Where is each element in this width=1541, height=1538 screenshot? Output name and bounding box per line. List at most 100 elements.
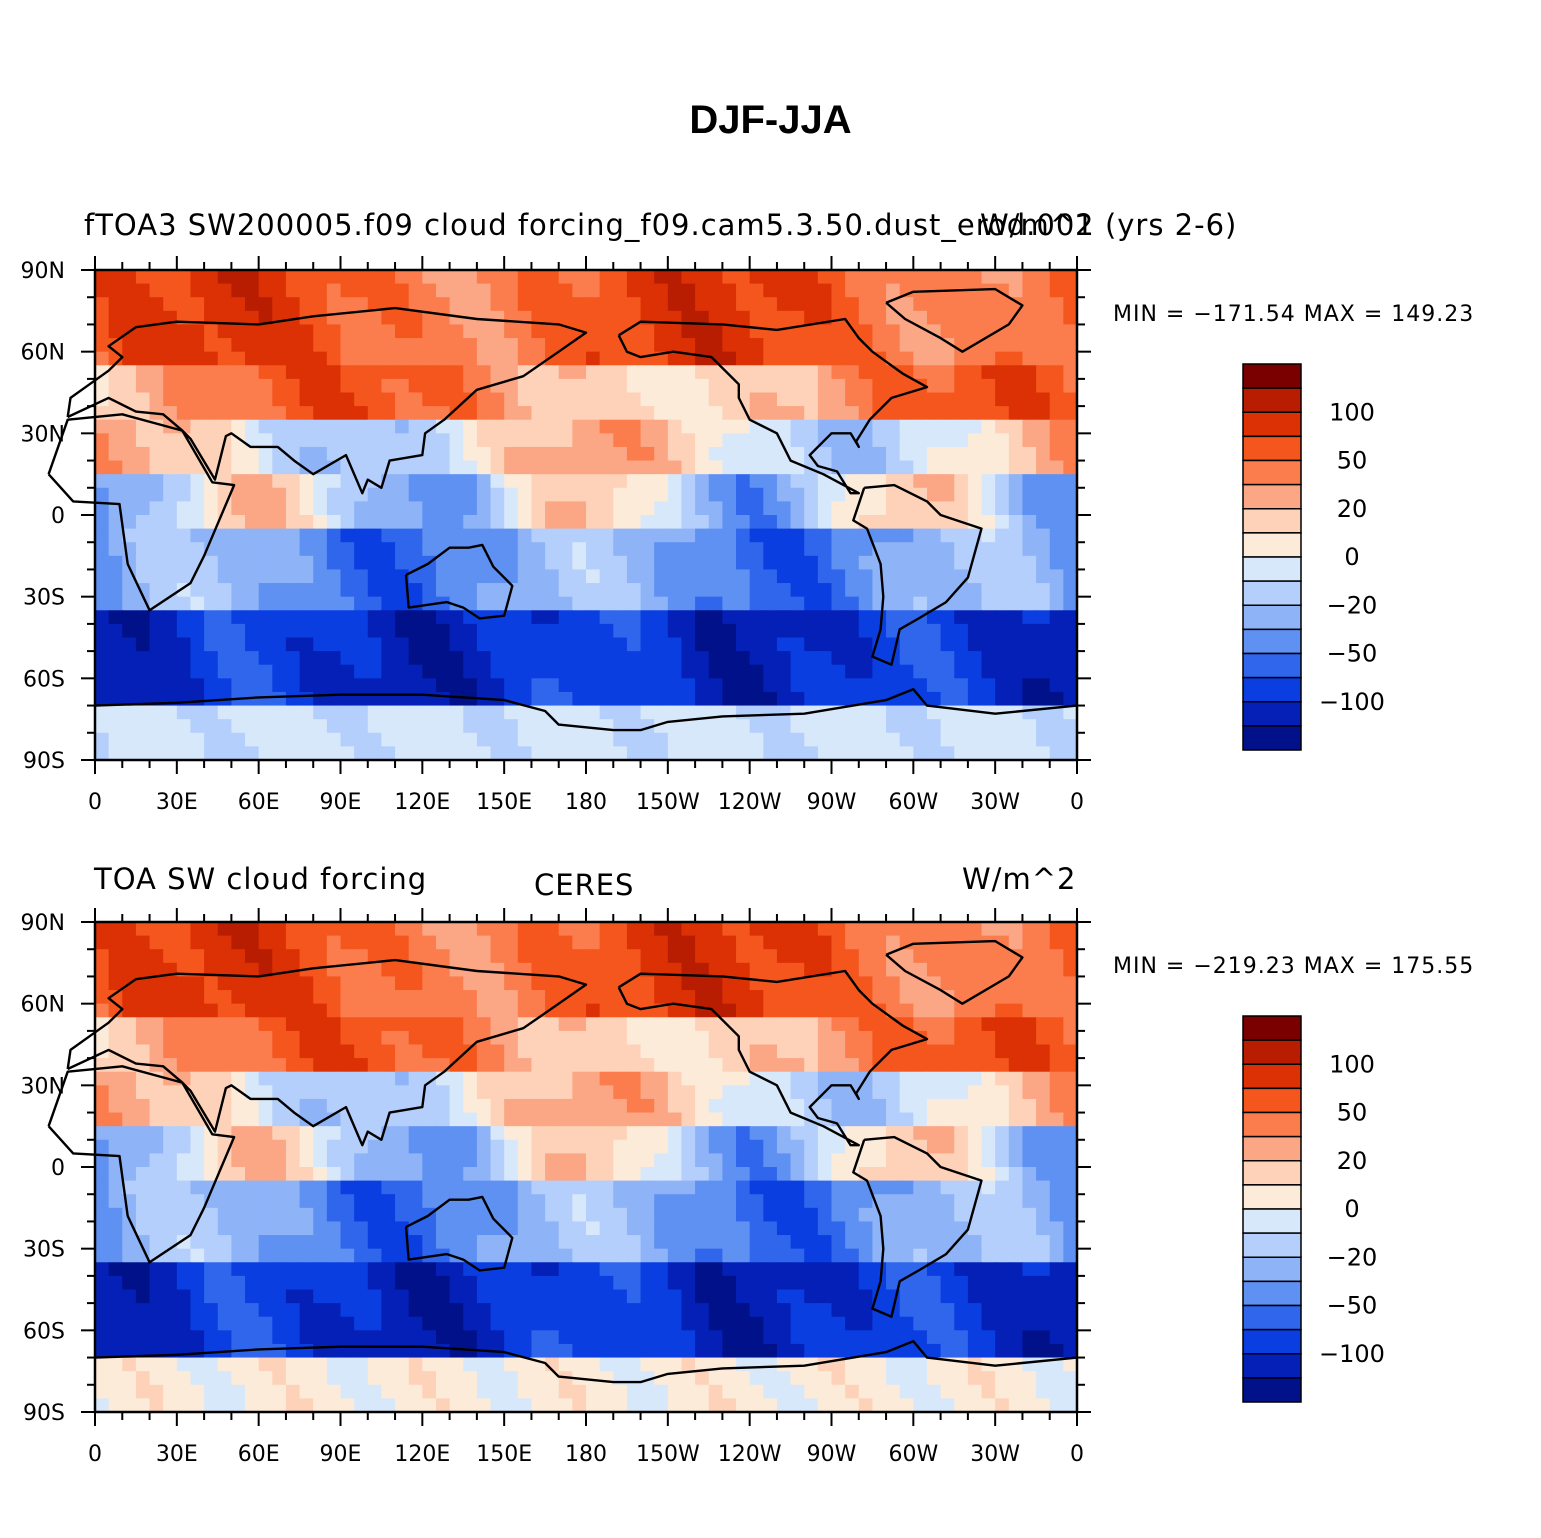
- field-cell: [285, 1017, 301, 1032]
- field-cell: [1008, 935, 1024, 950]
- field-cell: [408, 1139, 423, 1154]
- field-cell: [558, 935, 573, 950]
- field-cell: [749, 1098, 764, 1114]
- field-cell: [108, 1126, 123, 1141]
- field-cell: [899, 1194, 914, 1209]
- field-cell: [776, 378, 792, 394]
- field-cell: [599, 949, 614, 964]
- field-cell: [695, 1058, 710, 1073]
- field-cell: [108, 297, 123, 312]
- field-cell: [831, 1289, 846, 1304]
- field-cell: [695, 1221, 710, 1236]
- field-cell: [408, 338, 423, 353]
- field-cell: [204, 1235, 219, 1250]
- field-cell: [258, 1139, 273, 1154]
- field-cell: [1022, 990, 1037, 1005]
- field-cell: [572, 1017, 587, 1032]
- field-cell: [858, 351, 874, 366]
- field-cell: [886, 1167, 901, 1182]
- field-cell: [817, 338, 833, 353]
- field-cell: [367, 1248, 383, 1263]
- field-cell: [422, 1330, 437, 1345]
- field-cell: [763, 1194, 778, 1209]
- field-cell: [326, 1017, 342, 1032]
- field-cell: [517, 1085, 533, 1100]
- field-cell: [899, 1058, 914, 1073]
- field-cell: [626, 990, 642, 1005]
- field-cell: [558, 922, 573, 937]
- field-cell: [722, 310, 737, 326]
- field-cell: [763, 365, 778, 380]
- field-cell: [217, 324, 232, 339]
- field-cell: [367, 1153, 383, 1168]
- field-cell: [299, 1330, 314, 1345]
- field-cell: [913, 949, 928, 964]
- field-cell: [681, 1030, 696, 1046]
- field-cell: [504, 1221, 519, 1236]
- field-cell: [626, 1085, 642, 1100]
- field-cell: [1008, 1248, 1024, 1263]
- field-cell: [326, 378, 342, 394]
- field-cell: [463, 949, 478, 964]
- field-cell: [722, 378, 737, 394]
- field-cell: [613, 1139, 628, 1154]
- field-cell: [776, 365, 792, 380]
- field-cell: [613, 1289, 628, 1304]
- field-cell: [176, 1248, 192, 1263]
- field-cell: [913, 1235, 928, 1250]
- field-cell: [313, 1316, 328, 1331]
- field-cell: [490, 1330, 505, 1345]
- field-cell: [354, 1044, 369, 1059]
- field-cell: [613, 1167, 628, 1182]
- field-cell: [408, 351, 423, 366]
- field-cell: [681, 976, 696, 991]
- field-cell: [572, 949, 587, 964]
- field-cell: [967, 1303, 983, 1318]
- field-cell: [599, 1221, 614, 1236]
- field-cell: [695, 1262, 710, 1277]
- field-cell: [995, 1221, 1010, 1236]
- field-cell: [708, 976, 723, 991]
- field-cell: [408, 1071, 423, 1086]
- field-cell: [449, 1180, 464, 1195]
- field-cell: [245, 310, 260, 326]
- field-cell: [926, 1194, 942, 1209]
- field-cell: [476, 1153, 492, 1168]
- field-cell: [872, 378, 887, 394]
- field-cell: [258, 1221, 273, 1236]
- field-cell: [163, 270, 178, 285]
- field-cell: [572, 1003, 587, 1018]
- field-cell: [245, 976, 260, 991]
- field-cell: [204, 1030, 219, 1046]
- field-cell: [258, 922, 273, 937]
- field-cell: [586, 270, 601, 285]
- field-cell: [954, 1248, 969, 1263]
- field-cell: [463, 976, 478, 991]
- field-cell: [108, 1235, 123, 1250]
- field-cell: [422, 1316, 437, 1331]
- field-cell: [545, 1330, 560, 1345]
- field-cell: [981, 1262, 996, 1277]
- field-cell: [422, 392, 437, 407]
- field-cell: [272, 324, 287, 339]
- field-cell: [708, 1071, 723, 1086]
- field-cell: [763, 1167, 778, 1182]
- field-cell: [1022, 1262, 1037, 1277]
- field-cell: [749, 1289, 764, 1304]
- field-cell: [886, 351, 901, 366]
- field-cell: [1063, 1275, 1078, 1291]
- field-cell: [722, 1044, 737, 1059]
- field-cell: [831, 270, 846, 285]
- field-cell: [858, 1153, 874, 1168]
- field-cell: [176, 1017, 192, 1032]
- field-cell: [408, 990, 423, 1005]
- field-cell: [817, 1248, 833, 1263]
- field-cell: [1008, 976, 1024, 991]
- field-cell: [640, 283, 655, 298]
- field-cell: [149, 1098, 164, 1114]
- field-cell: [531, 392, 546, 407]
- field-cell: [1049, 351, 1064, 366]
- field-cell: [558, 1058, 573, 1073]
- field-cell: [381, 1262, 396, 1277]
- field-cell: [95, 976, 110, 991]
